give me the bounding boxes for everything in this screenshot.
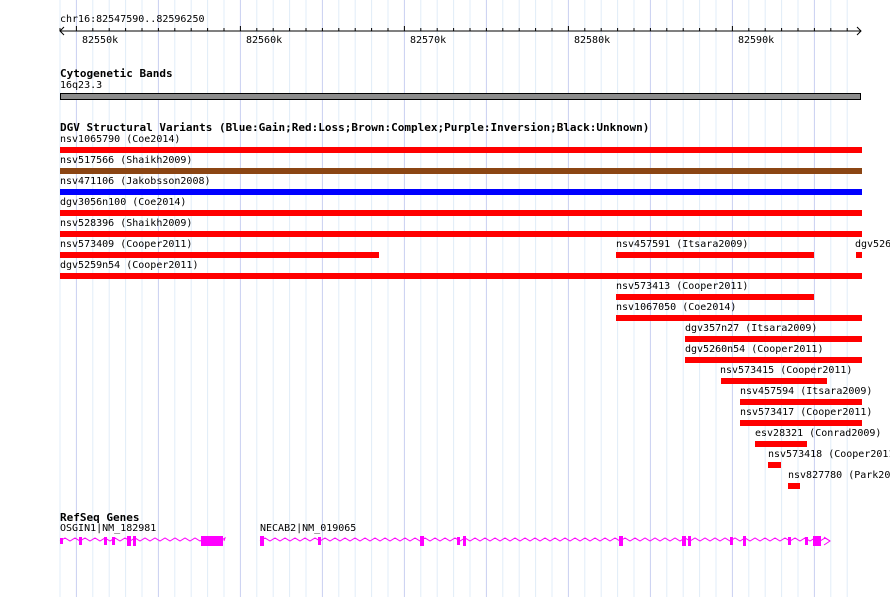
variant-label: nsv1067050 (Coe2014) xyxy=(616,302,737,313)
gene-exon xyxy=(743,536,746,546)
variant-bar[interactable] xyxy=(768,462,781,468)
ruler-tick-label: 82570k xyxy=(410,35,447,46)
variant-bar[interactable] xyxy=(616,252,814,258)
refseq-track-title[interactable]: RefSeq Genes xyxy=(60,511,140,524)
cyto-band[interactable] xyxy=(60,93,861,100)
variant-bar[interactable] xyxy=(60,252,379,258)
variant-bar[interactable] xyxy=(685,336,862,342)
variant-bar[interactable] xyxy=(616,315,862,321)
variant-label: nsv573417 (Cooper2011) xyxy=(740,407,873,418)
variant-bar[interactable] xyxy=(60,147,862,153)
gene-exon xyxy=(112,537,115,545)
variant-bar[interactable] xyxy=(740,399,862,405)
variant-bar[interactable] xyxy=(755,441,807,447)
ruler-tick-label: 82590k xyxy=(738,35,775,46)
variant-bar[interactable] xyxy=(616,294,814,300)
ruler-tick-label: 82560k xyxy=(246,35,283,46)
gene-exon xyxy=(318,537,321,545)
gene-strand-arrow xyxy=(823,536,831,546)
variant-label: nsv457594 (Itsara2009) xyxy=(740,386,873,397)
variant-label: nsv573409 (Cooper2011) xyxy=(60,239,193,250)
variant-label: nsv471106 (Jakobsson2008) xyxy=(60,176,211,187)
gene-exon xyxy=(788,537,791,545)
gene-exon xyxy=(619,536,623,546)
variant-label: nsv573418 (Cooper2011 xyxy=(768,449,890,460)
variant-label: dgv3056n100 (Coe2014) xyxy=(60,197,187,208)
gene-intron xyxy=(259,537,831,542)
variant-bar[interactable] xyxy=(685,357,862,363)
dgv-track-title[interactable]: DGV Structural Variants (Blue:Gain;Red:L… xyxy=(60,121,650,134)
gene-exon xyxy=(260,536,264,546)
variant-label: nsv1065790 (Coe2014) xyxy=(60,134,181,145)
gene-exon xyxy=(60,538,63,544)
gene-exon xyxy=(813,536,821,546)
gene-exon xyxy=(420,536,424,546)
gene-exon xyxy=(682,536,686,546)
variant-label: nsv528396 (Shaikh2009) xyxy=(60,218,193,229)
gene-exon xyxy=(730,537,733,545)
cyto-band-label: 16q23.3 xyxy=(60,80,103,91)
ruler-tick-label: 82550k xyxy=(82,35,119,46)
gene-exon xyxy=(127,536,131,546)
gene-exon xyxy=(457,537,460,545)
variant-bar[interactable] xyxy=(60,273,862,279)
variant-label: dgv526 xyxy=(855,239,890,250)
gene-exon xyxy=(688,536,691,546)
variant-bar[interactable] xyxy=(788,483,800,489)
gene-exon xyxy=(104,537,107,545)
variant-label: esv28321 (Conrad2009) xyxy=(755,428,882,439)
variant-label: nsv457591 (Itsara2009) xyxy=(616,239,749,250)
variant-bar[interactable] xyxy=(60,189,862,195)
variant-label: dgv5259n54 (Cooper2011) xyxy=(60,260,199,271)
gene-exon xyxy=(805,537,808,545)
cyto-track-title[interactable]: Cytogenetic Bands xyxy=(60,67,173,80)
gene-exon xyxy=(79,537,82,545)
ruler-tick-label: 82580k xyxy=(574,35,611,46)
gene-exon xyxy=(201,536,223,546)
variant-bar[interactable] xyxy=(60,210,862,216)
variant-bar[interactable] xyxy=(740,420,862,426)
gene-exon xyxy=(463,536,466,546)
variant-bar[interactable] xyxy=(60,168,862,174)
gene-label: OSGIN1|NM_182981 xyxy=(60,523,157,534)
variant-label: nsv573415 (Cooper2011) xyxy=(720,365,853,376)
variant-label: nsv827780 (Park20 xyxy=(788,470,890,481)
ruler-position: chr16:82547590..82596250 xyxy=(60,14,205,25)
gene-intron xyxy=(59,536,226,542)
variant-label: dgv357n27 (Itsara2009) xyxy=(685,323,818,334)
variant-bar[interactable] xyxy=(856,252,862,258)
ruler-axis[interactable] xyxy=(0,0,890,50)
variant-bar[interactable] xyxy=(721,378,827,384)
gene-label: NECAB2|NM_019065 xyxy=(260,523,357,534)
variant-bar[interactable] xyxy=(60,231,862,237)
variant-label: nsv573413 (Cooper2011) xyxy=(616,281,749,292)
gene-exon xyxy=(133,536,136,546)
gene-models[interactable] xyxy=(0,530,890,554)
variant-label: nsv517566 (Shaikh2009) xyxy=(60,155,193,166)
variant-label: dgv5260n54 (Cooper2011) xyxy=(685,344,824,355)
